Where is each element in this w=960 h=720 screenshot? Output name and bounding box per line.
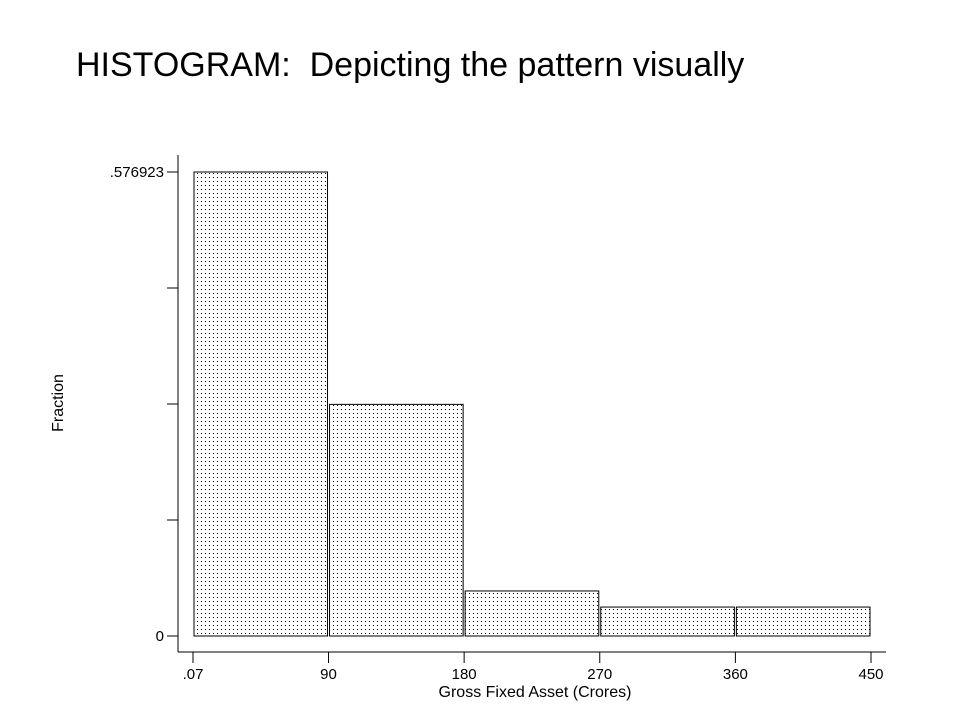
y-tick-label: 0 — [156, 628, 164, 645]
histogram-bar-5 — [735, 606, 871, 637]
bars-layer — [193, 171, 871, 637]
x-tick-label: 360 — [723, 666, 748, 683]
x-tick-label: .07 — [183, 666, 204, 683]
x-tick-label: 180 — [452, 666, 477, 683]
histogram-bar-2 — [329, 403, 464, 637]
y-axis-title: Fraction — [50, 374, 67, 432]
x-tick-label: 90 — [320, 666, 337, 683]
histogram-bar-1 — [193, 171, 329, 637]
x-tick-label: 450 — [858, 666, 883, 683]
x-axis-title: Gross Fixed Asset (Crores) — [439, 684, 632, 701]
y-ticks: .576923 0 — [110, 164, 178, 645]
x-ticks: .07 90 180 270 360 450 — [183, 652, 884, 683]
x-tick-label: 270 — [587, 666, 612, 683]
histogram-bar-4 — [600, 606, 735, 637]
slide-title: HISTOGRAM: Depicting the pattern visuall… — [76, 46, 745, 84]
y-tick-label: .576923 — [110, 164, 164, 181]
histogram-bar-3 — [464, 590, 600, 637]
